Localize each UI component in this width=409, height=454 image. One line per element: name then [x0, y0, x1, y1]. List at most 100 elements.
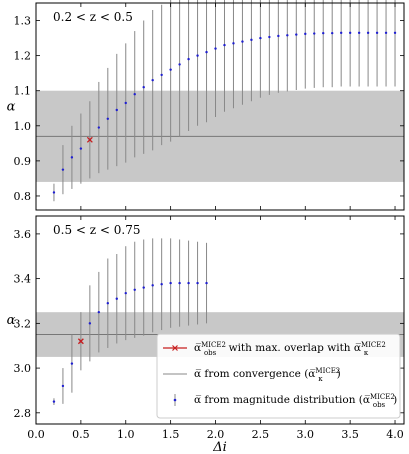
data-point — [330, 31, 334, 35]
data-point — [196, 54, 199, 57]
y-axis-label: α — [7, 313, 16, 328]
y-tick-label: 1.3 — [14, 15, 32, 28]
data-point — [178, 281, 181, 285]
legend-label: α̅ from magnitude distribution (α̅MICE2 o… — [194, 393, 397, 409]
legend-text-part: α̅ from magnitude distribution (α̅ — [194, 394, 370, 406]
data-point — [295, 33, 298, 36]
data-point — [106, 302, 110, 305]
y-tick-label: 1.1 — [14, 85, 32, 98]
data-point — [277, 34, 280, 38]
data-point — [393, 31, 397, 35]
legend-text-part: ) — [393, 394, 397, 406]
legend-text-part: ) — [337, 368, 341, 380]
data-point — [178, 63, 181, 66]
legend-text-part: MICE2 — [315, 367, 340, 375]
data-point — [205, 281, 208, 285]
data-point — [187, 281, 190, 285]
data-point — [268, 35, 271, 39]
data-point — [61, 168, 65, 171]
legend-cross-marker — [172, 345, 178, 351]
x-tick-label: 4.0 — [386, 428, 404, 441]
data-point — [70, 156, 74, 159]
data-point — [133, 288, 136, 292]
y-tick-label: 0.8 — [14, 190, 32, 203]
data-point — [366, 31, 370, 35]
data-point — [151, 78, 154, 82]
redshift-range-label: 0.2 < z < 0.5 — [53, 10, 133, 24]
x-tick-label: 1.5 — [162, 428, 180, 441]
data-point — [160, 73, 163, 77]
legend-text-part: α̅ — [194, 342, 201, 354]
data-point — [115, 297, 118, 300]
data-point — [79, 147, 83, 150]
x-tick-label: 0.5 — [72, 428, 90, 441]
data-point — [187, 57, 190, 61]
data-point — [357, 31, 361, 35]
x-tick-label: 0.0 — [27, 428, 45, 441]
data-point — [97, 126, 101, 129]
x-tick-label: 2.0 — [207, 428, 225, 441]
data-point — [232, 42, 235, 45]
data-point — [133, 93, 136, 96]
max-overlap-marker — [77, 338, 84, 345]
legend-text-part: κ — [364, 349, 369, 357]
data-point — [196, 281, 199, 285]
data-point — [70, 362, 74, 365]
y-tick-label: 3.4 — [14, 273, 32, 286]
legend-point — [173, 398, 177, 402]
y-tick-label: 3.0 — [14, 362, 32, 375]
data-point — [348, 31, 352, 35]
data-point — [214, 47, 217, 50]
data-point — [375, 31, 379, 35]
y-tick-label: 0.9 — [14, 155, 32, 168]
legend-text-part: α̅ from convergence (α̅ — [194, 368, 315, 380]
data-point — [52, 191, 56, 194]
y-tick-label: 2.8 — [14, 407, 32, 420]
data-point — [205, 50, 208, 54]
data-point — [259, 36, 262, 40]
legend-text-part: MICE2 — [201, 341, 226, 349]
x-tick-label: 3.0 — [297, 428, 315, 441]
y-axis-label: α — [7, 100, 16, 115]
data-point — [52, 400, 56, 403]
data-point — [160, 283, 163, 286]
legend-text-part: obs — [373, 401, 386, 409]
x-axis-label: Δi — [212, 440, 227, 454]
max-overlap-marker — [86, 136, 93, 143]
data-point — [322, 31, 325, 35]
data-point — [151, 284, 154, 287]
data-point — [304, 32, 307, 36]
legend-box — [156, 333, 401, 419]
x-tick-label: 2.5 — [252, 428, 270, 441]
legend-text-part: κ — [318, 375, 323, 383]
legend-text-part: α̅ — [354, 342, 361, 354]
data-point — [88, 322, 92, 325]
data-point — [124, 101, 127, 105]
x-tick-label: 1.0 — [117, 428, 135, 441]
axes-frame — [35, 215, 405, 425]
axes-frame — [35, 2, 405, 211]
data-point — [286, 34, 289, 37]
y-tick-label: 1.0 — [14, 120, 32, 133]
y-tick-label: 1.2 — [14, 50, 32, 63]
data-point — [169, 68, 172, 71]
x-tick-label: 3.5 — [341, 428, 359, 441]
data-point — [97, 310, 101, 314]
data-point — [115, 108, 118, 112]
data-point — [223, 43, 226, 47]
data-point — [313, 32, 316, 35]
data-point — [106, 117, 110, 120]
data-point — [241, 40, 244, 43]
data-point — [250, 38, 253, 42]
legend-label: α̅MICE2 obs with max. overlap with α̅MICE… — [194, 341, 386, 357]
data-point — [339, 31, 343, 35]
data-point — [61, 384, 65, 388]
y-tick-label: 3.6 — [14, 228, 32, 241]
legend-text-part: MICE2 — [361, 341, 386, 349]
top-panel: 0.8 0.9 1.0 1.1 1.2 1.3 α 0.2 < z < 0.5 — [7, 0, 405, 211]
y-tick-label: 3.2 — [14, 317, 32, 330]
data-point — [142, 86, 145, 89]
legend: α̅MICE2 obs with max. overlap with α̅MICE… — [156, 333, 401, 419]
redshift-range-label: 0.5 < z < 0.75 — [53, 223, 141, 237]
